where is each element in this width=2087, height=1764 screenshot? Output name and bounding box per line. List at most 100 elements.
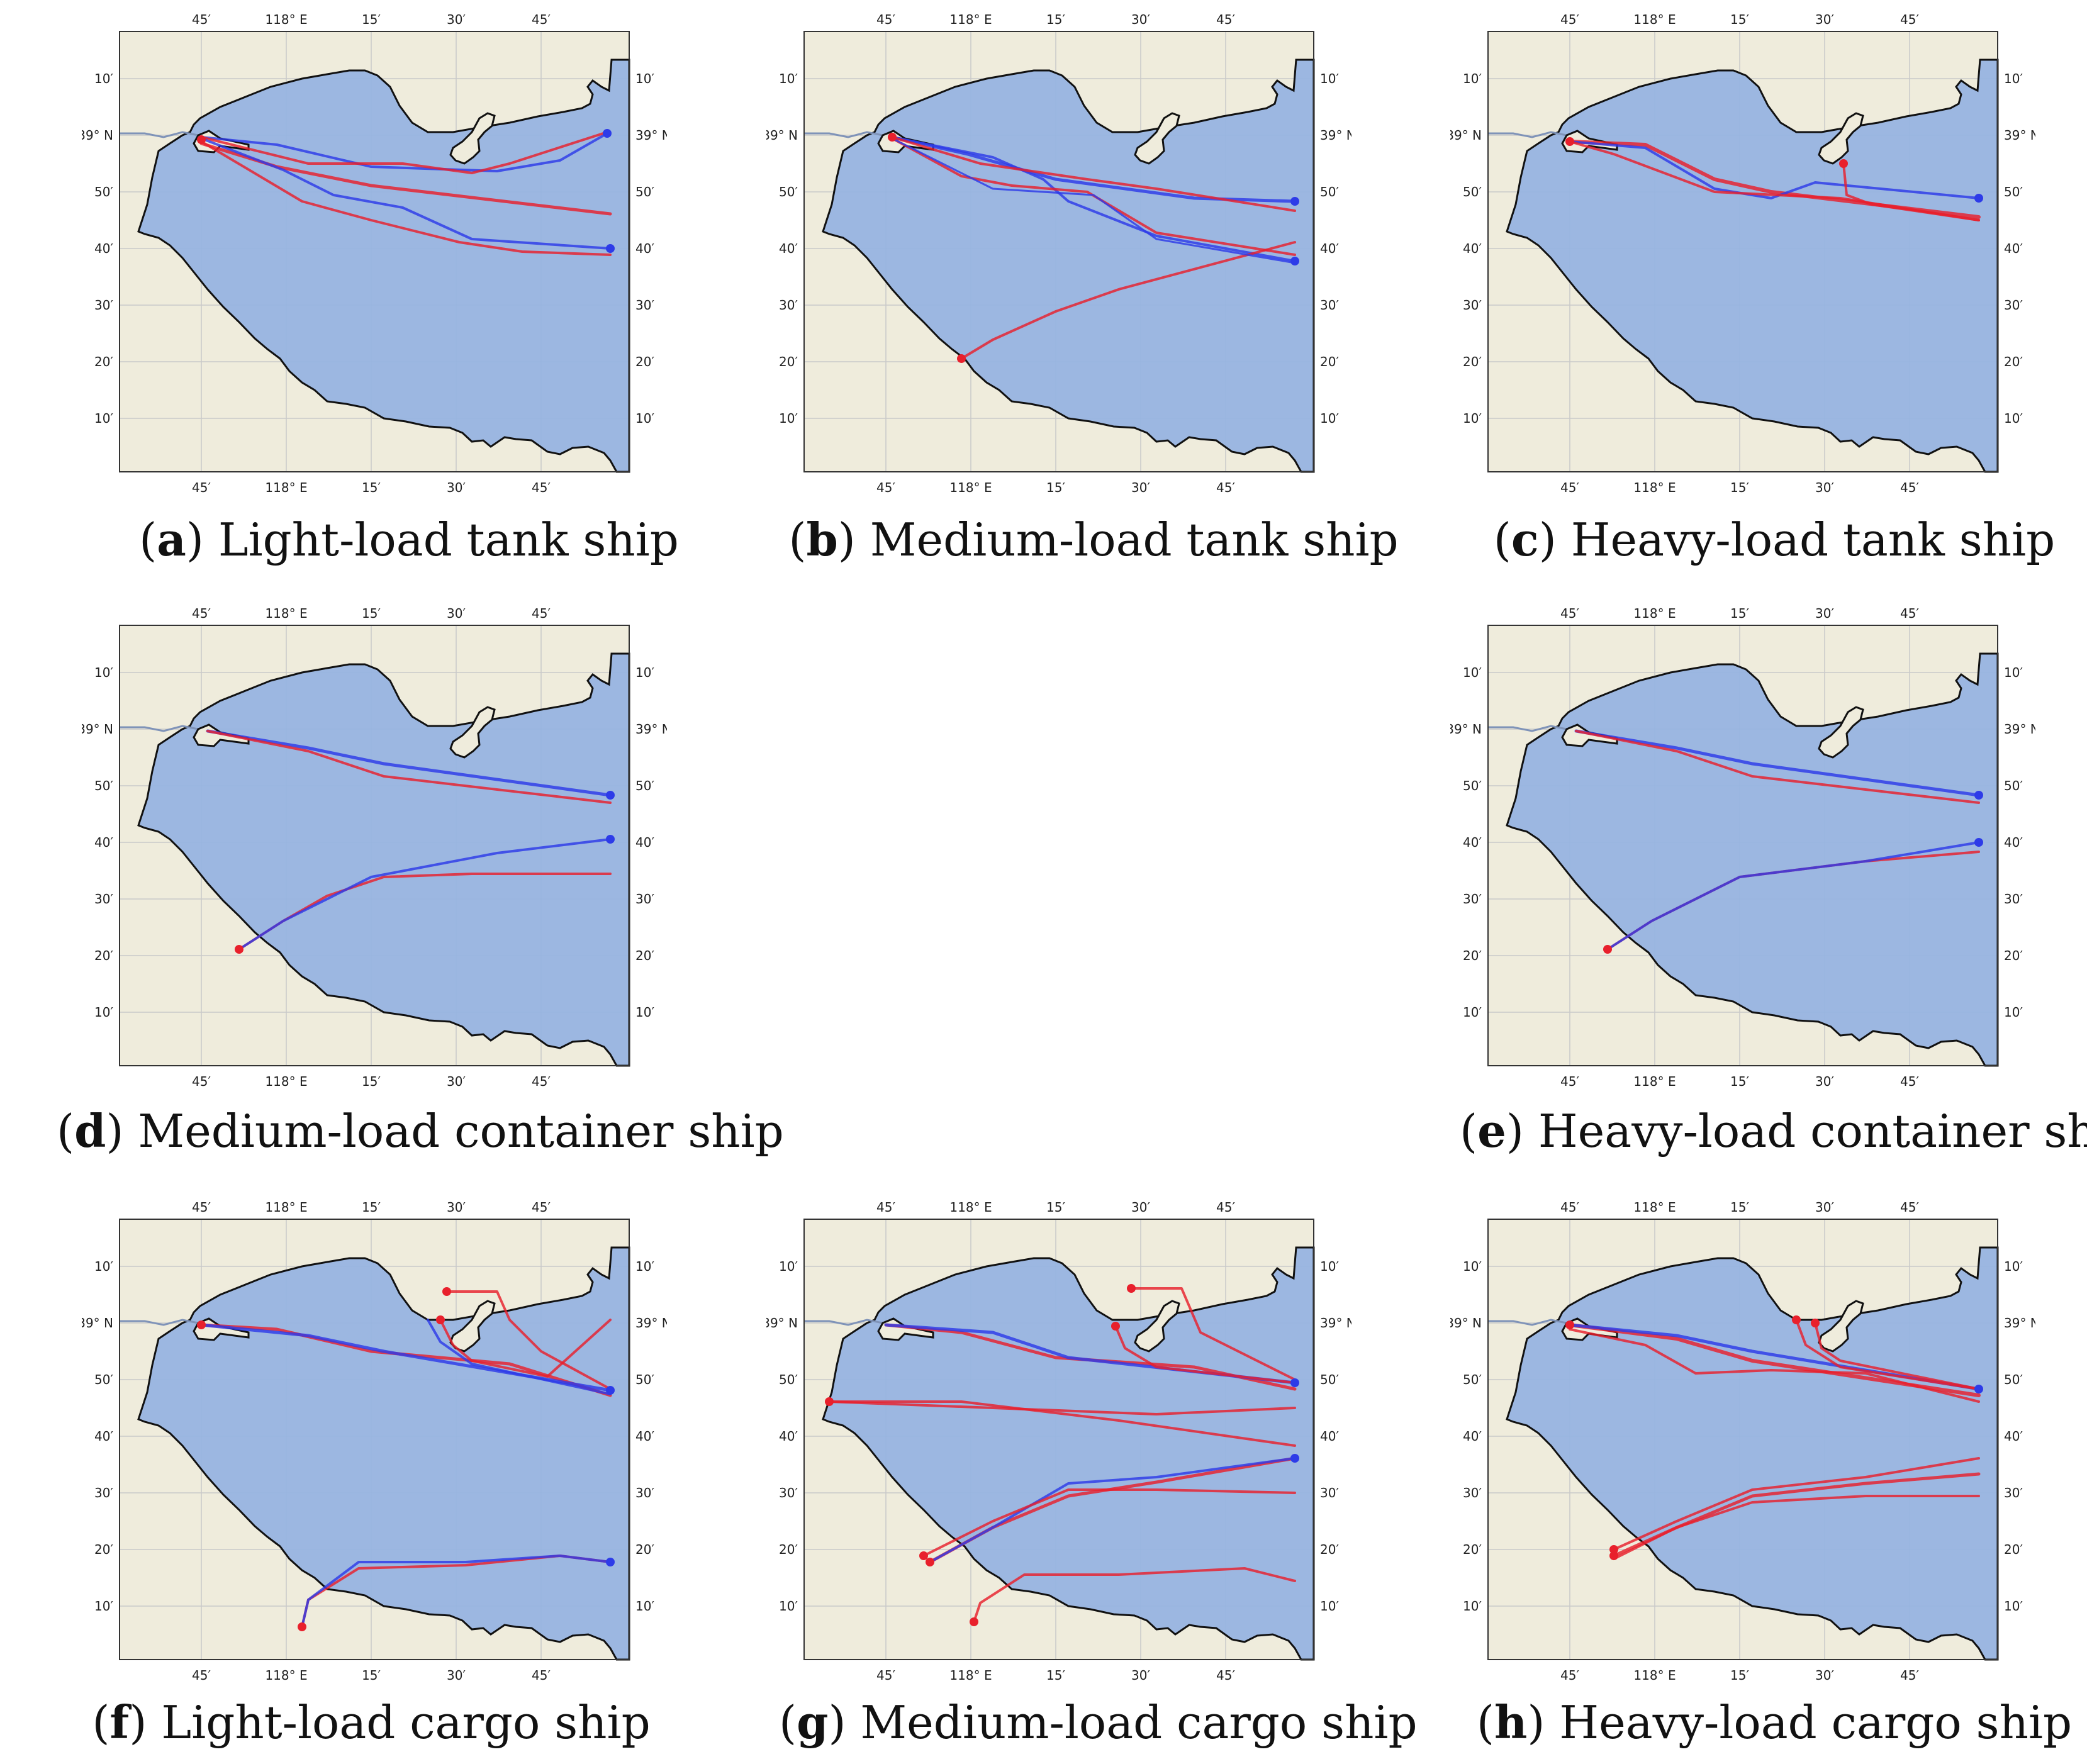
panel-caption-e: (e) Heavy-load container ship [1460,1104,2087,1158]
sea-area [822,59,1315,473]
map-svg-a: 45′ 45′ 118° E 118° E 15′ 15′ 30′ 30′ 45′ 45′ 10′ 1… [82,12,667,495]
predicted-route [1114,1325,1296,1384]
lat-tick-label: 10′ [635,665,654,680]
route-end-dot [606,1558,615,1566]
lon-tick-label: 45′ [876,480,895,495]
lat-tick-label: 10′ [1463,665,1482,680]
route-end-dot [606,835,615,844]
lat-tick-label: 30′ [635,891,654,907]
actual-route [199,1323,612,1392]
lat-tick-label: 50′ [94,778,113,793]
lat-tick-label: 30′ [1320,298,1339,313]
lat-tick-label: 20′ [779,1542,798,1557]
lon-tick-label: 15′ [362,12,381,27]
predicted-route [1613,1457,1980,1551]
actual-route [238,838,612,951]
lon-tick-label: 45′ [1560,1200,1579,1215]
route-start-dot [1111,1322,1120,1331]
route-start-dot [1565,137,1574,146]
caption-title: Medium-load tank ship [870,513,1399,566]
panel-caption-h: (h) Heavy-load cargo ship [1476,1695,2073,1749]
sea-area [137,652,630,1067]
lat-tick-label: 10′ [94,665,113,680]
lat-tick-label: 40′ [635,241,654,256]
lat-tick-label: 39° N [1450,722,1482,737]
lon-tick-label: 30′ [1815,12,1834,27]
lat-tick-label: 39° N [635,128,667,143]
lat-tick-label: 20′ [635,354,654,369]
lon-tick-label: 15′ [362,606,381,621]
predicted-route [199,142,612,216]
caption-title: Medium-load container ship [138,1105,784,1158]
lon-tick-label: 30′ [447,480,466,495]
predicted-route [1130,1287,1296,1381]
caption-letter: h [1494,1695,1528,1749]
lon-tick-label: 118° E [949,1200,992,1215]
route-start-dot [957,354,966,363]
lon-tick-label: 15′ [362,1200,381,1215]
map-svg-e: 45′ 45′ 118° E 118° E 15′ 15′ 30′ 30′ 45′ 45′ 10′ 1… [1450,606,2035,1089]
lon-tick-label: 45′ [876,1200,895,1215]
panel-caption-a: (a) Light-load tank ship [139,513,679,566]
route-start-dot [298,1622,306,1631]
caption-letter: a [157,513,186,566]
river-line [804,131,883,138]
predicted-route [200,140,612,256]
lat-tick-label: 40′ [1463,835,1482,850]
route-end-dot [606,1386,615,1395]
route-end-dot [606,791,615,800]
lat-tick-label: 39° N [635,722,667,737]
lat-tick-label: 50′ [635,1372,654,1387]
lon-tick-label: 45′ [1900,1200,1919,1215]
lon-tick-label: 118° E [949,480,992,495]
actual-route [1574,729,1981,797]
lat-tick-label: 40′ [1463,241,1482,256]
lat-tick-label: 20′ [1463,948,1482,963]
lon-tick-label: 30′ [1815,480,1834,495]
lat-tick-label: 10′ [2004,411,2023,426]
lat-tick-label: 50′ [94,1372,113,1387]
panel-caption-g: (g) Medium-load cargo ship [779,1695,1418,1749]
lat-tick-label: 10′ [635,1005,654,1020]
lat-tick-label: 40′ [2004,241,2023,256]
lat-tick-label: 30′ [2004,891,2023,907]
lat-tick-label: 10′ [94,1005,113,1020]
route-end-dot [1974,838,1983,847]
lon-tick-label: 118° E [1633,1668,1676,1683]
route-end-dot [606,244,615,253]
map-border [1487,1219,1998,1660]
lon-tick-label: 45′ [1216,1668,1235,1683]
lat-tick-label: 10′ [779,71,798,86]
route-end-dot [1290,197,1299,206]
lon-tick-label: 30′ [1131,1200,1150,1215]
lon-tick-label: 118° E [1633,1074,1676,1089]
route-end-dot [1974,791,1983,800]
predicted-route [439,1319,612,1378]
lon-tick-label: 45′ [1900,1074,1919,1089]
lat-tick-label: 40′ [635,835,654,850]
predicted-route [206,730,612,804]
predicted-route [1613,1495,1980,1560]
lon-tick-label: 45′ [532,1074,551,1089]
map-border [119,31,630,472]
route-start-dot [825,1397,834,1406]
lon-tick-label: 30′ [1131,1668,1150,1683]
actual-route [891,137,1296,264]
lat-tick-label: 10′ [2004,71,2023,86]
lat-tick-label: 50′ [2004,184,2023,199]
predicted-route [1575,730,1980,804]
route-start-dot [888,133,897,142]
lat-tick-label: 10′ [635,411,654,426]
lon-tick-label: 45′ [532,12,551,27]
lon-tick-label: 15′ [1730,1668,1749,1683]
river-line [1488,131,1567,138]
lat-tick-label: 39° N [1320,1315,1351,1331]
lon-tick-label: 15′ [1730,1200,1749,1215]
lat-tick-label: 10′ [1463,1259,1482,1274]
lon-tick-label: 45′ [192,1200,211,1215]
caption-title: Heavy-load tank ship [1570,513,2056,566]
lat-tick-label: 20′ [2004,1542,2023,1557]
route-start-dot [442,1287,451,1296]
lat-tick-label: 10′ [1320,1259,1339,1274]
lat-tick-label: 10′ [2004,1599,2023,1614]
